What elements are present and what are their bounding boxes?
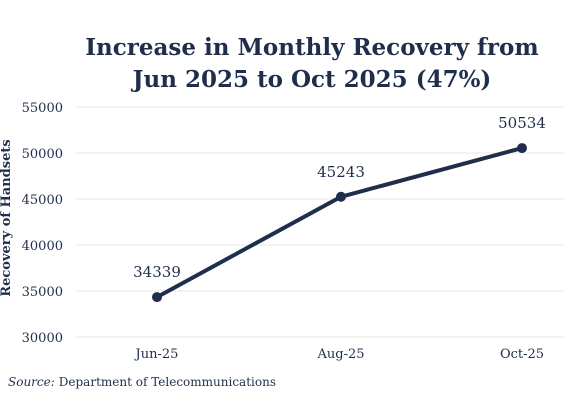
y-axis-label: Recovery of Handsets	[0, 139, 14, 296]
data-labels: 34339 45243 50534	[133, 114, 546, 281]
chart-title-line-1: Increase in Monthly Recovery from	[85, 34, 538, 61]
chart-title-line-2: Jun 2025 to Oct 2025 (47%)	[131, 66, 492, 93]
source-label: Source:	[8, 375, 55, 389]
x-tick-label: Aug-25	[316, 347, 364, 362]
data-points	[152, 143, 527, 303]
y-tick-label: 40000	[22, 239, 63, 254]
y-axis-ticks: 30000 35000 40000 45000 50000 55000	[22, 101, 63, 346]
data-label: 50534	[498, 114, 546, 132]
grid-lines	[75, 106, 565, 338]
y-tick-label: 50000	[22, 147, 63, 162]
y-tick-label: 55000	[22, 101, 63, 116]
source-text: Department of Telecommunications	[59, 375, 276, 389]
data-label: 34339	[133, 263, 181, 281]
data-point	[152, 292, 162, 303]
y-tick-label: 30000	[22, 331, 63, 346]
x-axis-ticks: Jun-25 Aug-25 Oct-25	[134, 347, 545, 362]
y-tick-label: 45000	[22, 193, 63, 208]
data-label: 45243	[317, 163, 365, 181]
data-point	[336, 191, 346, 202]
x-tick-label: Oct-25	[500, 347, 544, 362]
x-tick-label: Jun-25	[134, 347, 179, 362]
source-note: Source: Department of Telecommunications	[8, 375, 276, 389]
data-point	[517, 143, 527, 154]
y-tick-label: 35000	[22, 285, 63, 300]
